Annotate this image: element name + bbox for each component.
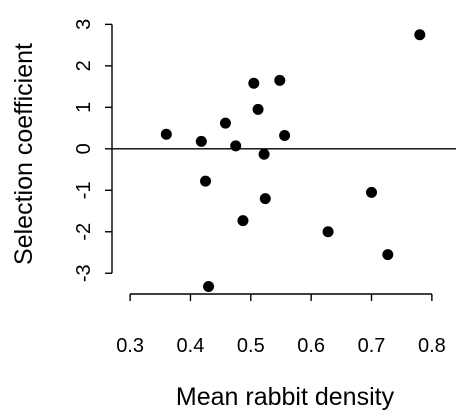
data-point xyxy=(274,74,286,86)
x-tick-label: 0.3 xyxy=(116,335,144,357)
x-tick-label: 0.5 xyxy=(237,335,265,357)
data-point xyxy=(219,117,231,129)
data-point xyxy=(259,193,271,205)
data-point xyxy=(195,135,207,147)
y-tick-label: -1 xyxy=(73,181,95,199)
y-tick-label: 0 xyxy=(73,143,95,154)
y-tick-label: -3 xyxy=(73,264,95,282)
data-point xyxy=(248,77,260,89)
x-tick-label: 0.7 xyxy=(358,335,386,357)
data-point xyxy=(258,148,270,160)
x-tick-label: 0.6 xyxy=(297,335,325,357)
x-tick-label: 0.8 xyxy=(418,335,446,357)
data-point xyxy=(279,130,291,142)
data-point xyxy=(230,140,242,152)
x-axis: 0.3 0.4 0.5 0.6 0.7 0.8 xyxy=(116,293,446,357)
data-point xyxy=(252,103,264,115)
y-axis: -3 -2 -1 0 1 2 3 xyxy=(73,19,113,282)
data-point xyxy=(366,186,378,198)
data-point xyxy=(382,249,394,261)
y-axis-title: Selection coefficient xyxy=(10,43,38,265)
x-axis-title: Mean rabbit density xyxy=(176,383,395,411)
data-point xyxy=(200,175,212,187)
data-points xyxy=(160,29,426,293)
data-point xyxy=(322,226,334,238)
y-tick-label: -2 xyxy=(73,223,95,241)
data-point xyxy=(237,215,249,227)
x-tick-label: 0.4 xyxy=(177,335,205,357)
data-point xyxy=(414,29,426,41)
data-point xyxy=(203,281,215,293)
data-point xyxy=(160,128,172,140)
y-tick-label: 3 xyxy=(73,19,95,30)
y-tick-label: 2 xyxy=(73,60,95,71)
y-tick-label: 1 xyxy=(73,102,95,113)
